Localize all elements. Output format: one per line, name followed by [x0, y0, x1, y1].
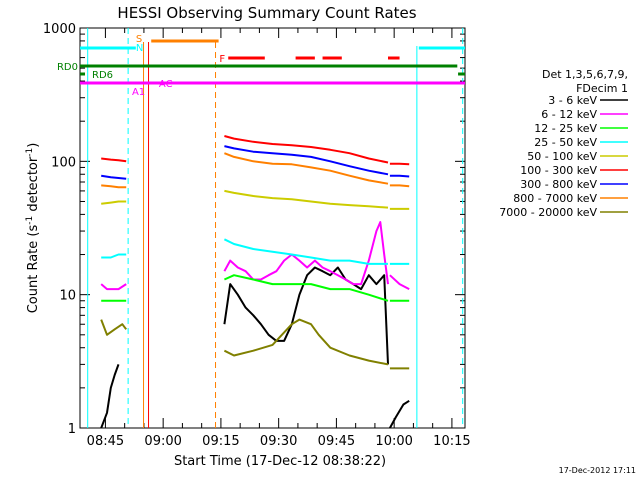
- y-axis-label-part: ): [26, 143, 41, 148]
- legend-header: FDecim 1: [576, 82, 628, 95]
- y-axis-label: Count Rate (s-1 detector-1): [25, 143, 41, 314]
- legend-label: 7000 - 20000 keV: [499, 206, 597, 219]
- x-tick-label: 09:45: [318, 434, 355, 449]
- ac-label: AC: [159, 79, 173, 90]
- legend-label: 25 - 50 keV: [534, 136, 597, 149]
- y-tick-label: 100: [51, 155, 76, 170]
- y-tick-label: 1: [68, 422, 76, 437]
- series-line: [100, 283, 127, 291]
- chart-title: HESSI Observing Summary Count Rates: [117, 4, 416, 22]
- x-tick-label: 10:15: [433, 434, 470, 449]
- y-axis-label-part: detector: [26, 156, 41, 216]
- footer-date: 17-Dec-2012 17:11: [559, 466, 636, 475]
- series-line: [101, 253, 127, 259]
- y-axis-label-sup: -1: [25, 148, 35, 157]
- legend-label: 800 - 7000 keV: [513, 192, 597, 205]
- y-axis-label-part: Count Rate (s: [26, 225, 41, 314]
- legend-label: 50 - 100 keV: [527, 150, 597, 163]
- legend-header: Det 1,3,5,6,7,9,: [542, 68, 628, 81]
- legend-label: 300 - 800 keV: [520, 178, 597, 191]
- y-tick-label: 10: [59, 289, 76, 304]
- rd0-label: RD0: [57, 62, 78, 73]
- f-flag-label: F: [219, 54, 225, 65]
- series-line: [389, 274, 410, 290]
- series-line: [101, 174, 127, 180]
- x-tick-label: 08:45: [87, 434, 124, 449]
- series-line: [223, 238, 388, 265]
- legend-label: 12 - 25 keV: [534, 122, 597, 135]
- series-line: [389, 174, 410, 178]
- series-line: [101, 157, 127, 163]
- series-line: [100, 364, 120, 429]
- series-line: [223, 266, 389, 365]
- series-line: [224, 145, 389, 176]
- series-line: [389, 184, 410, 188]
- rd6-label: RD6: [92, 70, 113, 81]
- plot-area: [79, 27, 466, 429]
- x-tick-label: 10:00: [375, 434, 412, 449]
- series-line: [389, 399, 410, 429]
- s-flag-label: S: [136, 34, 142, 45]
- x-axis-label: Start Time (17-Dec-12 08:38:22): [174, 454, 386, 469]
- series-line: [224, 152, 389, 185]
- y-axis-label-sup: -1: [25, 216, 35, 225]
- a1-label: A1: [132, 87, 145, 98]
- legend-label: 100 - 300 keV: [520, 164, 597, 177]
- series-line: [223, 274, 389, 302]
- x-tick-label: 09:30: [260, 434, 297, 449]
- x-tick-label: 09:00: [144, 434, 181, 449]
- plot-frame: [79, 27, 466, 429]
- legend-label: 6 - 12 keV: [541, 108, 597, 121]
- series-line: [223, 318, 389, 366]
- series-line: [101, 200, 127, 205]
- series-line: [223, 221, 389, 286]
- x-tick-label: 09:15: [202, 434, 239, 449]
- n-flag-label: N: [136, 43, 143, 54]
- series-line: [101, 184, 127, 189]
- series-line: [224, 135, 389, 164]
- series-line: [224, 189, 389, 209]
- y-tick-label: 1000: [43, 22, 76, 37]
- series-line: [389, 162, 410, 166]
- legend-label: 3 - 6 keV: [548, 94, 597, 107]
- series-line: [100, 319, 127, 336]
